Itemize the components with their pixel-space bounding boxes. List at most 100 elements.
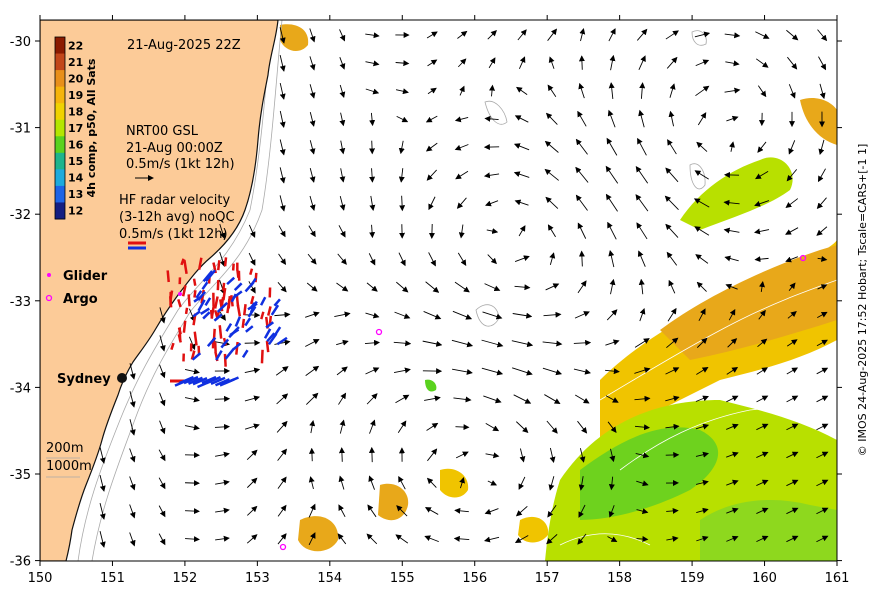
current-arrow — [305, 365, 320, 376]
current-arrow — [398, 252, 406, 267]
current-arrow — [482, 311, 503, 320]
current-arrow — [817, 311, 828, 318]
colorbar-tick-label: 16 — [68, 139, 84, 152]
current-arrow — [726, 115, 739, 122]
current-arrow — [365, 88, 380, 95]
current-arrow — [185, 508, 200, 515]
gsl-legend: NRT00 GSL 21-Aug 00:00Z 0.5m/s (1kt 12h) — [126, 124, 235, 181]
current-arrow — [339, 29, 346, 42]
current-arrow — [394, 311, 411, 319]
current-arrow — [398, 168, 405, 183]
current-arrow — [276, 393, 289, 405]
current-arrow — [279, 82, 286, 100]
current-arrow — [786, 423, 799, 431]
hf-blue-vector — [225, 322, 233, 332]
current-arrow — [365, 367, 380, 375]
current-arrow — [816, 226, 828, 236]
y-tick-label: -30 — [10, 35, 31, 50]
current-arrow — [455, 424, 470, 431]
plot-frame — [39, 19, 838, 562]
hf-red-vector — [197, 257, 203, 270]
contour-1000m-line — [91, 20, 283, 561]
colorbar-segment — [55, 169, 65, 187]
current-arrow — [129, 363, 136, 380]
current-arrow — [756, 367, 768, 375]
current-arrow — [279, 195, 286, 212]
current-arrow — [279, 167, 286, 184]
current-arrow — [454, 144, 469, 151]
current-arrow — [457, 30, 468, 39]
current-arrow — [607, 536, 618, 543]
current-arrow — [457, 252, 467, 266]
current-arrow — [696, 337, 708, 348]
current-arrow — [695, 254, 709, 264]
current-arrow — [129, 391, 136, 408]
current-arrow — [816, 507, 829, 515]
current-arrow — [546, 534, 558, 545]
y-tick-label: -33 — [10, 295, 31, 310]
current-arrow — [729, 141, 735, 152]
current-arrow — [549, 447, 556, 463]
current-arrow — [129, 476, 136, 491]
current-arrow — [395, 394, 410, 404]
colorbar-segment — [55, 86, 65, 104]
current-arrow — [422, 340, 443, 347]
current-arrow — [214, 395, 231, 402]
current-arrow — [755, 58, 769, 68]
current-arrow — [455, 170, 469, 180]
current-arrow — [608, 505, 615, 518]
current-arrow — [607, 221, 617, 240]
current-arrow — [817, 284, 828, 290]
current-arrow — [609, 448, 616, 463]
x-tick-label: 153 — [245, 571, 270, 586]
hf-red-vector — [265, 340, 270, 353]
current-arrow — [696, 141, 708, 152]
colorbar-tick-label: 20 — [68, 72, 84, 85]
hf-red-vector — [177, 299, 182, 308]
sst-patch-small-6 — [425, 379, 437, 392]
current-arrow — [608, 82, 615, 99]
sst-patch-small-5 — [280, 24, 309, 52]
hf-blue-vector — [241, 349, 249, 358]
current-arrow — [485, 452, 500, 459]
current-arrow — [306, 282, 318, 292]
sst-patches — [280, 24, 837, 561]
current-arrow — [214, 423, 231, 430]
current-arrow — [454, 116, 469, 123]
current-arrow — [428, 252, 436, 267]
hf-blue-vector — [272, 326, 282, 338]
current-arrow — [607, 109, 616, 128]
sst-patch-orange-east — [660, 245, 837, 360]
current-arrow — [695, 85, 710, 97]
current-arrow — [339, 140, 346, 155]
city-label-sydney: Sydney — [57, 372, 111, 387]
current-arrow — [579, 448, 586, 463]
current-arrow — [309, 168, 316, 183]
current-arrow — [159, 420, 166, 435]
current-arrow — [639, 308, 646, 322]
current-arrow — [395, 534, 409, 544]
current-arrow — [215, 451, 230, 458]
current-arrow — [275, 366, 289, 376]
hf-red-vector — [267, 306, 272, 316]
gsl-legend-line2: 21-Aug 00:00Z — [126, 141, 223, 156]
current-arrow — [426, 31, 438, 39]
current-arrow — [545, 112, 558, 125]
current-arrow — [481, 339, 504, 348]
hf-blue-vector — [265, 321, 275, 329]
hf-blue-vector — [204, 297, 212, 307]
current-arrow — [819, 83, 826, 100]
hf-blue-vector — [224, 376, 239, 385]
current-arrow — [605, 395, 619, 403]
current-arrow — [725, 60, 740, 67]
hf-red-vector — [182, 320, 187, 333]
current-arrow — [369, 419, 376, 434]
current-arrow — [638, 278, 645, 295]
hf-red-vector — [260, 349, 264, 364]
current-arrow — [159, 335, 166, 352]
glider-position — [178, 292, 182, 296]
contour-200m-line — [77, 20, 273, 561]
x-tick-label: 159 — [680, 571, 705, 586]
current-arrow — [274, 311, 291, 318]
current-arrow — [277, 476, 287, 489]
